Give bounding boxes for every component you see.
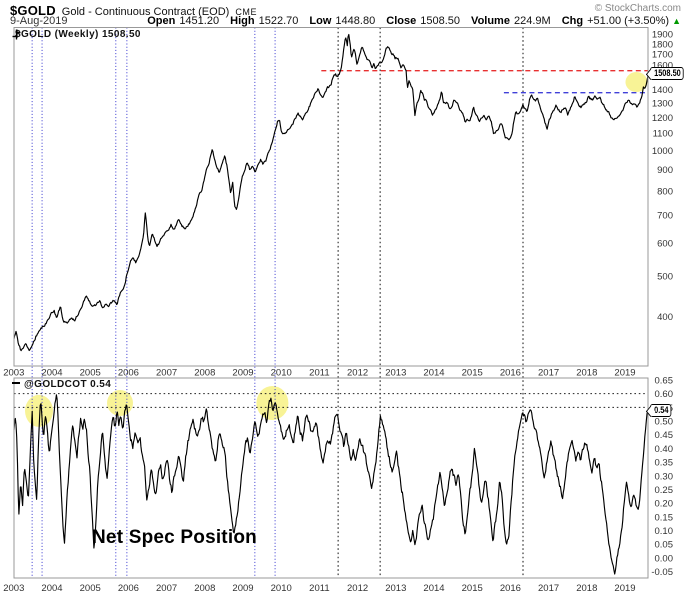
open-value: 1451.20 (179, 15, 220, 27)
open-label: Open (147, 15, 176, 27)
svg-text:1100: 1100 (653, 129, 673, 140)
quote-summary: Open 1451.20 High 1522.70 Low 1448.80 Close… (147, 15, 681, 27)
svg-text:2011: 2011 (309, 583, 329, 594)
svg-text:2008: 2008 (194, 583, 215, 594)
svg-text:2013: 2013 (385, 368, 406, 379)
svg-text:2012: 2012 (347, 583, 368, 594)
svg-text:800: 800 (657, 186, 673, 197)
last-cot-value-box: 0.54 (650, 404, 671, 417)
copyright: © StockCharts.com (594, 3, 681, 14)
svg-text:0.10: 0.10 (655, 526, 674, 537)
quote-row: 9-Aug-2019 Open 1451.20 High 1522.70 Low 14… (10, 15, 681, 27)
svg-text:2012: 2012 (347, 368, 368, 379)
svg-text:2009: 2009 (232, 368, 253, 379)
chart-header: $GOLD Gold - Continuous Contract (EOD) CME… (10, 2, 681, 18)
change-value: +51.00 (+3.50%) (587, 15, 670, 27)
svg-text:0.45: 0.45 (655, 430, 674, 441)
svg-text:2006: 2006 (118, 583, 139, 594)
svg-text:2003: 2003 (3, 368, 24, 379)
gold-price-line (13, 33, 649, 352)
svg-text:2004: 2004 (41, 583, 62, 594)
change-up-arrow-icon: ▲ (672, 16, 681, 26)
exchange: CME (235, 7, 258, 17)
svg-text:2018: 2018 (576, 583, 597, 594)
svg-text:2015: 2015 (462, 583, 483, 594)
svg-text:2014: 2014 (423, 368, 444, 379)
svg-text:1200: 1200 (652, 113, 673, 124)
svg-text:1800: 1800 (652, 39, 673, 50)
upper-panel-legend: $GOLD (Weekly) 1508.50 (12, 29, 141, 40)
svg-text:2017: 2017 (538, 583, 559, 594)
svg-text:2003: 2003 (3, 583, 24, 594)
upper-panel-border (13, 27, 649, 367)
last-price-box: 1508.50 (650, 67, 684, 80)
svg-text:0.65: 0.65 (655, 376, 674, 387)
goldcot-line (13, 394, 649, 575)
svg-text:0.50: 0.50 (655, 417, 674, 428)
svg-text:1700: 1700 (652, 50, 673, 61)
svg-text:2014: 2014 (423, 583, 444, 594)
high-label: High (230, 15, 255, 27)
svg-text:2011: 2011 (309, 368, 329, 379)
instrument-name: Gold - Continuous Contract (EOD) (61, 6, 230, 18)
svg-text:0.25: 0.25 (655, 485, 674, 496)
svg-text:2009: 2009 (232, 583, 253, 594)
svg-text:2013: 2013 (385, 583, 406, 594)
lower-panel-legend: @GOLDCOT 0.54 (12, 379, 111, 390)
svg-text:0.30: 0.30 (655, 471, 674, 482)
svg-text:2017: 2017 (538, 368, 559, 379)
svg-text:2018: 2018 (576, 368, 597, 379)
upper-legend-label: $GOLD (Weekly) 1508.50 (15, 29, 141, 40)
symbol: $GOLD (10, 3, 56, 18)
svg-text:1300: 1300 (652, 98, 673, 109)
svg-text:2016: 2016 (500, 368, 521, 379)
line-swatch-icon (12, 382, 20, 385)
svg-text:1400: 1400 (652, 85, 673, 96)
svg-text:2004: 2004 (41, 368, 62, 379)
svg-text:2005: 2005 (80, 368, 101, 379)
svg-text:2007: 2007 (156, 368, 177, 379)
high-value: 1522.70 (258, 15, 299, 27)
svg-text:-0.05: -0.05 (651, 567, 673, 578)
highlight-ellipse (625, 72, 648, 93)
svg-text:0.35: 0.35 (655, 458, 674, 469)
volume-label: Volume (471, 15, 510, 27)
svg-text:900: 900 (657, 165, 673, 176)
svg-text:2015: 2015 (462, 368, 483, 379)
svg-text:1900: 1900 (652, 30, 673, 41)
svg-text:500: 500 (657, 272, 673, 283)
svg-text:0.40: 0.40 (655, 444, 674, 455)
svg-text:0.15: 0.15 (655, 512, 674, 523)
svg-text:1000: 1000 (652, 146, 673, 157)
svg-text:0.60: 0.60 (655, 389, 674, 400)
svg-text:0.20: 0.20 (655, 499, 674, 510)
svg-text:2006: 2006 (118, 368, 139, 379)
change-label: Chg (561, 15, 584, 27)
svg-text:2019: 2019 (614, 368, 635, 379)
net-spec-position-annotation: Net Spec Position (92, 527, 257, 548)
lower-legend-label: @GOLDCOT 0.54 (24, 379, 112, 390)
low-value: 1448.80 (335, 15, 376, 27)
lower-panel-border (13, 377, 649, 579)
svg-text:2010: 2010 (271, 368, 292, 379)
volume-value: 224.9M (513, 15, 551, 27)
highlight-ellipse (256, 385, 289, 420)
svg-text:2005: 2005 (80, 583, 101, 594)
svg-text:2007: 2007 (156, 583, 177, 594)
svg-text:0.05: 0.05 (655, 540, 674, 551)
svg-text:400: 400 (657, 312, 673, 323)
svg-text:2008: 2008 (194, 368, 215, 379)
quote-date: 9-Aug-2019 (10, 15, 68, 27)
svg-text:2016: 2016 (500, 583, 521, 594)
svg-text:0.00: 0.00 (655, 553, 674, 564)
close-label: Close (386, 15, 417, 27)
low-label: Low (309, 15, 332, 27)
svg-text:2019: 2019 (614, 583, 635, 594)
close-value: 1508.50 (420, 15, 460, 27)
svg-text:600: 600 (657, 239, 673, 250)
svg-text:700: 700 (657, 211, 673, 222)
svg-text:2010: 2010 (271, 583, 292, 594)
